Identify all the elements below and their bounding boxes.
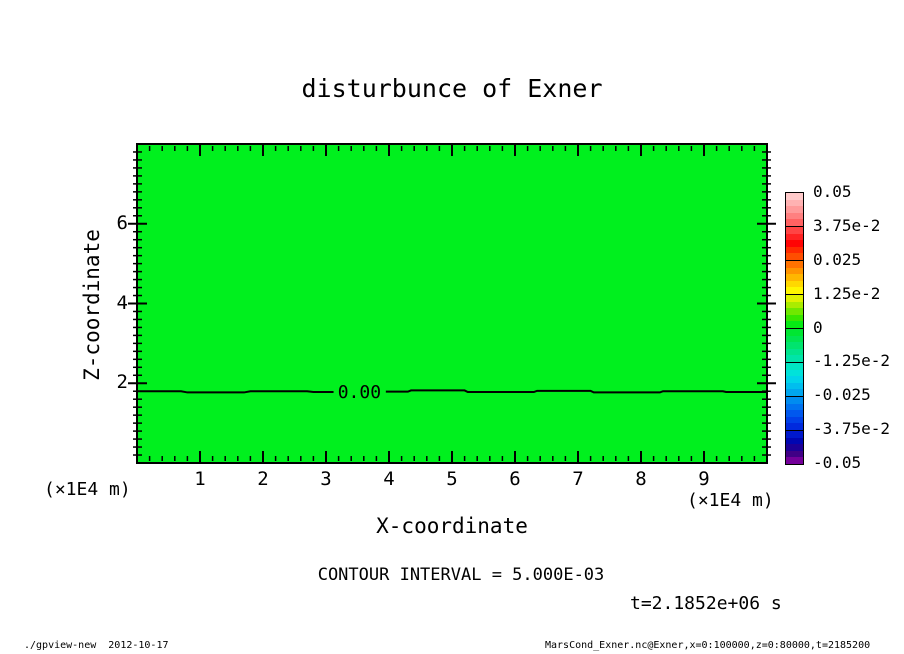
- colorbar-band: [786, 342, 803, 349]
- x-tick-label: 6: [509, 468, 521, 490]
- colorbar-band: [786, 410, 803, 417]
- colorbar-band: [786, 423, 803, 430]
- colorbar-tick-label: 0.025: [813, 249, 862, 269]
- colorbar-band: [786, 389, 803, 396]
- colorbar-band: [786, 233, 803, 241]
- colorbar-band: [786, 295, 803, 302]
- colorbar-band: [786, 444, 803, 451]
- colorbar-band: [786, 280, 803, 288]
- colorbar-band: [786, 267, 803, 275]
- x-axis-unit: (×1E4 m): [687, 490, 774, 511]
- colorbar: [785, 192, 804, 465]
- colorbar-band: [786, 431, 803, 438]
- colorbar-segment: [786, 260, 803, 294]
- colorbar-band: [786, 274, 803, 281]
- colorbar-band: [786, 457, 803, 464]
- colorbar-tick-label: 1.25e-2: [813, 283, 881, 303]
- colorbar-band: [786, 287, 803, 294]
- zero-contour-line: [137, 390, 334, 394]
- colorbar-segment: [786, 328, 803, 362]
- colorbar-band: [786, 450, 803, 458]
- colorbar-segment: [786, 396, 803, 430]
- colorbar-band: [786, 348, 803, 356]
- colorbar-band: [786, 369, 803, 377]
- colorbar-band: [786, 212, 803, 220]
- colorbar-band: [786, 329, 803, 336]
- y-axis-unit: (×1E4 m): [44, 479, 131, 500]
- x-tick-label: 3: [320, 468, 332, 490]
- colorbar-band: [786, 246, 803, 254]
- y-tick-label: 6: [116, 211, 128, 234]
- colorbar-band: [786, 253, 803, 260]
- colorbar-tick-label: -1.25e-2: [813, 351, 891, 371]
- colorbar-band: [786, 206, 803, 213]
- x-tick-label: 4: [383, 468, 395, 490]
- colorbar-band: [786, 403, 803, 411]
- y-tick-label: 4: [116, 291, 128, 314]
- time-text: t=2.1852e+06 s: [630, 593, 782, 614]
- footer-command-text: ./gpview-new 2012-10-17: [24, 640, 169, 651]
- colorbar-band: [786, 335, 803, 343]
- colorbar-band: [786, 363, 803, 370]
- y-tick-label: 2: [116, 371, 128, 394]
- colorbar-band: [786, 382, 803, 390]
- colorbar-band: [786, 437, 803, 445]
- colorbar-segment: [786, 430, 803, 464]
- colorbar-segment: [786, 193, 803, 226]
- colorbar-band: [786, 416, 803, 424]
- plot-area: [136, 143, 768, 464]
- colorbar-tick-label: -0.05: [813, 453, 862, 472]
- colorbar-band: [786, 240, 803, 247]
- colorbar-segment: [786, 226, 803, 260]
- colorbar-band: [786, 397, 803, 404]
- x-tick-label: 8: [635, 468, 647, 490]
- colorbar-band: [786, 261, 803, 268]
- x-tick-label: 2: [257, 468, 269, 490]
- x-tick-label: 1: [194, 468, 206, 490]
- x-tick-label: 7: [572, 468, 584, 490]
- colorbar-band: [786, 308, 803, 315]
- colorbar-band: [786, 376, 803, 383]
- colorbar-segment: [786, 362, 803, 396]
- colorbar-band: [786, 321, 803, 328]
- colorbar-band: [786, 314, 803, 322]
- footer-file-text: MarsCond_Exner.nc@Exner,x=0:100000,z=0:8…: [545, 640, 871, 651]
- colorbar-tick-label: 0.05: [813, 182, 852, 201]
- colorbar-band: [786, 301, 803, 309]
- colorbar-tick-label: -3.75e-2: [813, 419, 891, 439]
- x-axis-label: X-coordinate: [376, 514, 528, 538]
- zero-contour-line: [385, 389, 767, 394]
- colorbar-tick-label: 3.75e-2: [813, 215, 881, 235]
- contour-interval-text: CONTOUR INTERVAL = 5.000E-03: [317, 565, 605, 585]
- zero-contour-label: 0.00: [338, 382, 381, 403]
- colorbar-band: [786, 193, 803, 200]
- colorbar-band: [786, 227, 803, 234]
- colorbar-segment: [786, 294, 803, 328]
- colorbar-tick-label: 0: [813, 317, 823, 337]
- x-tick-label: 5: [446, 468, 458, 490]
- colorbar-band: [786, 199, 803, 207]
- chart-title: disturbunce of Exner: [301, 74, 603, 103]
- colorbar-band: [786, 219, 803, 226]
- x-tick-label: 9: [698, 468, 710, 490]
- colorbar-band: [786, 355, 803, 362]
- colorbar-tick-label: -0.025: [813, 385, 871, 405]
